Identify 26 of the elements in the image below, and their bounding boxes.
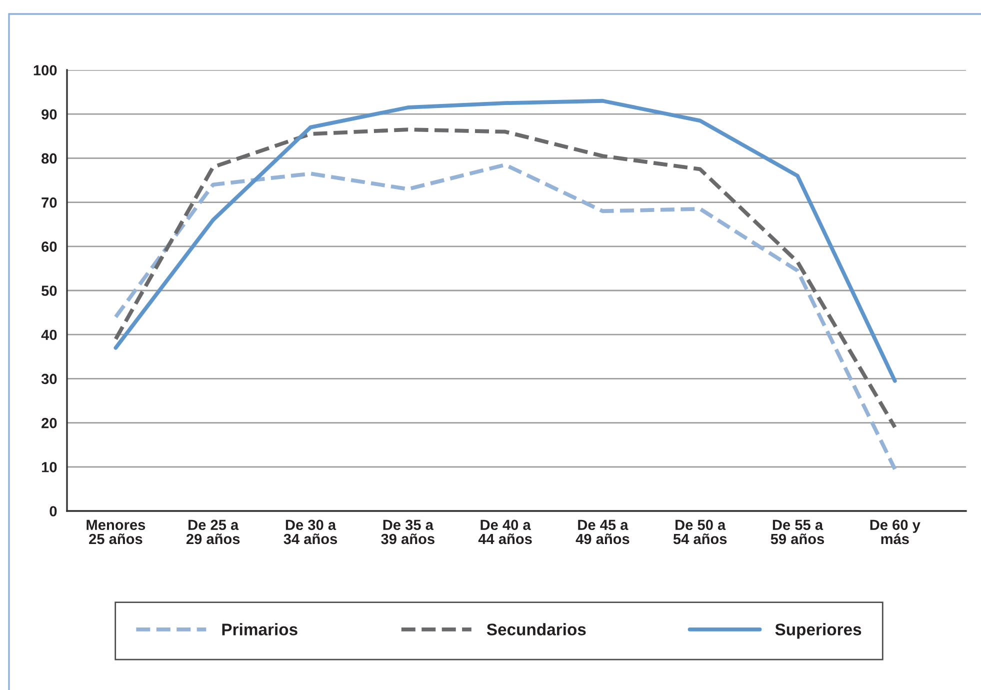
y-tick-label: 20 [42,418,57,428]
legend-label: Superiores [775,623,862,639]
y-tick-label: 40 [41,330,57,340]
x-tick-label: De 25 a 29 años [186,520,240,544]
y-tick-label: 0 [50,506,57,516]
line-series [114,128,897,430]
x-tick-label: De 50 a 54 años [673,520,727,544]
legend-label: Secundarios [486,623,586,636]
y-tick-label: 90 [42,109,57,120]
y-tick-label: 30 [41,374,57,384]
line-series [114,162,897,472]
y-tick-label: 100 [34,65,57,76]
legend-label: Primarios [222,623,298,636]
x-tick-label: De 55 a 59 años [770,520,824,544]
line-series [114,98,897,383]
x-tick-label: Menores 25 años [86,520,146,544]
y-tick-label: 50 [42,286,57,296]
y-tick-label: 70 [42,197,57,208]
y-tick-label: 60 [42,242,57,252]
x-tick-label: De 60 y más [870,520,920,544]
y-tick-label: 80 [42,153,57,164]
y-tick-label: 10 [42,462,57,472]
x-tick-label: De 40 a 44 años [478,520,532,544]
x-tick-label: De 45 a 49 años [576,520,630,544]
x-tick-label: De 35 a 39 años [381,520,434,544]
x-tick-label: De 30 a 34 años [284,520,338,544]
